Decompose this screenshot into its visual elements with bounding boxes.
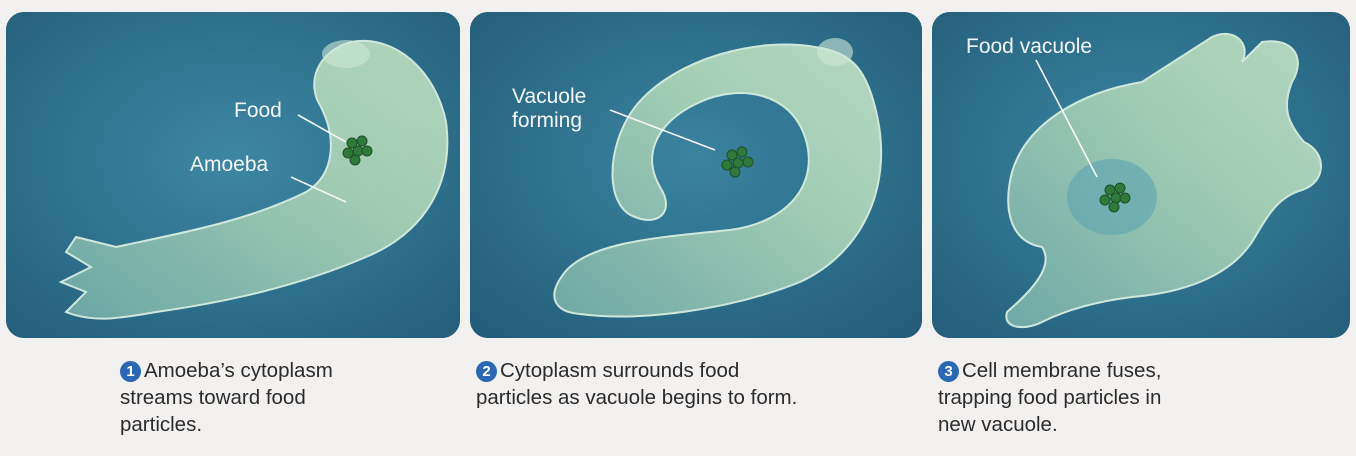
caption-1-line-1: Amoeba’s cytoplasm [144,359,333,382]
vacuole-forming-label-line-2: forming [512,109,583,132]
caption-1-line-2: streams toward food [120,386,306,409]
caption-2: 2 Cytoplasm surrounds food particles as v… [476,357,797,411]
amoeba-body [553,43,883,318]
amoeba-label: Amoeba [190,153,269,176]
caption-1-line-3: particles. [120,413,203,436]
caption-3-line-3: new vacuole. [938,413,1058,436]
caption-3-line-2: trapping food particles in [938,386,1162,409]
amoeba-body [58,39,449,320]
caption-2-line-1: Cytoplasm surrounds food [500,359,740,382]
amoeba-micrograph-1 [6,12,460,338]
food-particles [1099,182,1131,213]
food-particles [342,135,373,166]
amoeba-micrograph-3 [932,12,1350,338]
food-particles [721,146,754,178]
caption-3-line-1: Cell membrane fuses, [962,359,1162,382]
caption-3: 3 Cell membrane fuses, trapping food part… [938,357,1161,438]
food-label: Food [234,99,282,122]
step-badge-2: 2 [476,361,497,382]
step-badge-3: 3 [938,361,959,382]
caption-2-line-2: particles as vacuole begins to form. [476,386,798,409]
amoeba-body [1005,32,1322,329]
micrograph-panel-1: Food Amoeba [6,12,460,338]
food-vacuole-label: Food vacuole [966,35,1093,58]
micrograph-panel-3: Food vacuole [932,12,1350,338]
micrograph-panel-2: Vacuole forming [470,12,922,338]
vacuole-forming-label-line-1: Vacuole [512,85,587,108]
caption-1: 1 Amoeba’s cytoplasm streams toward food … [120,357,333,438]
amoeba-micrograph-2 [470,12,922,338]
step-badge-1: 1 [120,361,141,382]
